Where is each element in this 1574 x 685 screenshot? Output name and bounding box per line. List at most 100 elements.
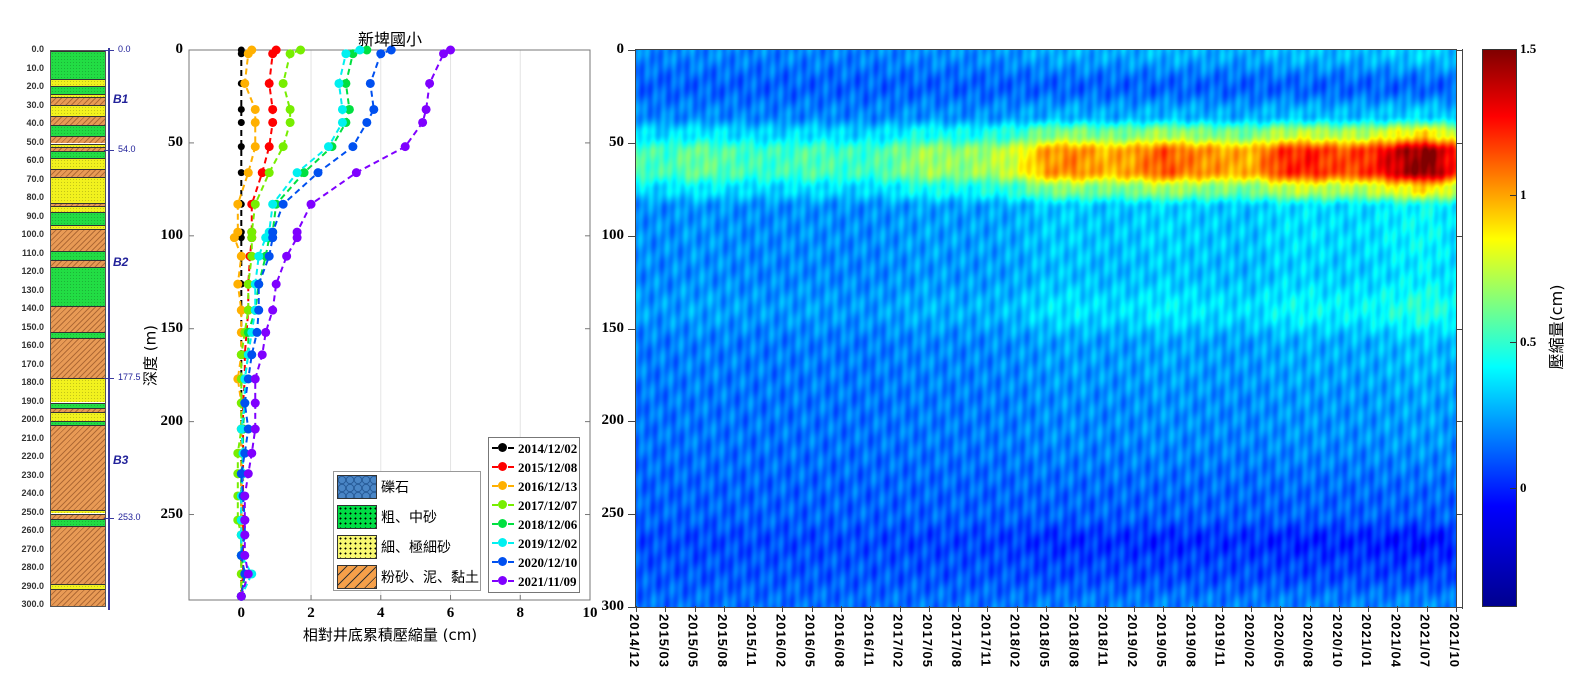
line-chart-title: 新埤國小 (357, 30, 422, 49)
unit-label: B2 (113, 254, 129, 269)
colorbar (1482, 49, 1517, 607)
legend-dot-icon (498, 461, 507, 471)
hm-x-tick-label: 2015/08 (714, 614, 730, 668)
strat-layer-g (51, 267, 105, 307)
boundary-label: 0.0 (118, 44, 131, 54)
strat-depth-tick: 20.0 (26, 81, 44, 91)
hm-x-tick-label: 2017/08 (949, 614, 965, 668)
strat-layer-o (51, 513, 105, 520)
legend-marker-icon (492, 575, 514, 592)
x-tick-label: 4 (377, 605, 385, 621)
lithology-label: 粉砂、泥、黏土 (381, 570, 479, 586)
colorbar-tick-label: 1 (1520, 187, 1527, 203)
strat-layer-o (51, 526, 105, 584)
lithology-swatch-icon (337, 505, 377, 529)
hm-x-tick-mark (1016, 606, 1018, 612)
hm-y-tick-label: 50 (609, 133, 624, 150)
data-point (362, 117, 372, 127)
lithology-swatch-icon (337, 475, 377, 499)
legend-dot-icon (498, 575, 507, 585)
legend-dot-icon (498, 518, 507, 528)
legend-label: 2015/12/08 (518, 459, 578, 475)
data-point (233, 279, 243, 289)
legend-item: 2016/12/13 (489, 477, 579, 496)
hm-x-tick-mark (1192, 606, 1194, 612)
strat-layer-g (51, 211, 105, 225)
boundary-label: 54.0 (118, 143, 136, 154)
strat-layer-o (51, 589, 105, 606)
data-point (261, 233, 271, 243)
legend-marker-icon (492, 442, 514, 459)
strat-layer-o (51, 424, 105, 510)
hm-x-tick-mark (811, 606, 813, 612)
hm-y-tick-label: 300 (601, 598, 625, 614)
colorbar-tick-mark (1510, 341, 1516, 343)
lithology-item: 細、極細砂 (334, 532, 480, 562)
hm-y-tick-mark (628, 514, 636, 516)
legend-item: 2020/12/10 (489, 553, 579, 572)
hm-x-tick-label: 2018/11 (1095, 614, 1111, 668)
strat-layer-o (51, 408, 105, 412)
x-tick-label: 2 (307, 605, 315, 621)
strat-layer-y (51, 158, 105, 170)
colorbar-tick-mark (1510, 49, 1516, 50)
strat-layer-y (51, 411, 105, 421)
data-point (313, 168, 323, 178)
strat-depth-tick: 80.0 (26, 192, 44, 202)
hm-x-tick-label: 2017/11 (978, 614, 994, 668)
hm-x-tick-label: 2018/08 (1066, 614, 1082, 668)
legend-label: 2017/12/07 (518, 497, 578, 513)
data-point (243, 305, 253, 315)
hm-x-tick-mark (1133, 606, 1135, 612)
lithology-swatch-icon (337, 535, 377, 559)
legend-label: 2021/11/09 (518, 573, 577, 589)
data-point (243, 424, 253, 434)
data-point (418, 117, 428, 127)
hm-x-tick-label: 2015/05 (685, 614, 701, 668)
data-point (236, 469, 246, 479)
strat-depth-tick: 170.0 (21, 358, 44, 369)
strat-layer-g (51, 86, 105, 94)
data-point (240, 448, 250, 458)
data-point (292, 168, 302, 178)
hm-x-tick-mark (870, 606, 872, 612)
data-point (369, 104, 379, 114)
data-point (337, 117, 347, 127)
strat-depth-tick: 290.0 (21, 580, 44, 591)
data-point (264, 168, 274, 178)
strat-depth-tick: 40.0 (26, 118, 44, 128)
series-line (240, 49, 368, 597)
legend-marker-icon (492, 537, 514, 554)
data-point (425, 78, 435, 88)
hm-x-tick-mark (1456, 606, 1457, 612)
hm-x-tick-label: 2021/04 (1388, 614, 1404, 668)
data-point (243, 279, 253, 289)
strat-depth-tick: 140.0 (21, 303, 44, 313)
strat-depth-tick: 70.0 (26, 173, 44, 184)
data-point (236, 424, 246, 434)
data-point (351, 168, 361, 178)
data-point (278, 199, 288, 209)
hm-x-tick-mark (1104, 606, 1106, 612)
legend-dot-icon (498, 499, 507, 509)
legend-label: 2020/12/10 (518, 554, 578, 570)
strat-layer-y (51, 206, 105, 212)
data-point (237, 143, 245, 151)
data-point (306, 199, 316, 209)
data-point (247, 233, 257, 243)
hm-x-tick-mark (987, 606, 989, 612)
hm-x-tick-mark (1046, 606, 1047, 612)
strat-depth-tick: 50.0 (26, 136, 44, 147)
data-point (439, 49, 449, 59)
boundary-label: 253.0 (118, 512, 141, 523)
data-point (250, 199, 260, 209)
hm-x-tick-label: 2019/11 (1212, 614, 1228, 668)
strat-layer-g (51, 51, 105, 79)
strat-layer-o (51, 169, 105, 177)
data-point (237, 105, 245, 113)
data-point (236, 251, 246, 261)
hm-right-tick-mark (1456, 142, 1462, 144)
hm-y-tick-label: 150 (601, 319, 625, 336)
strat-depth-tick: 220.0 (21, 451, 44, 461)
hm-x-tick-label: 2020/10 (1329, 614, 1345, 668)
